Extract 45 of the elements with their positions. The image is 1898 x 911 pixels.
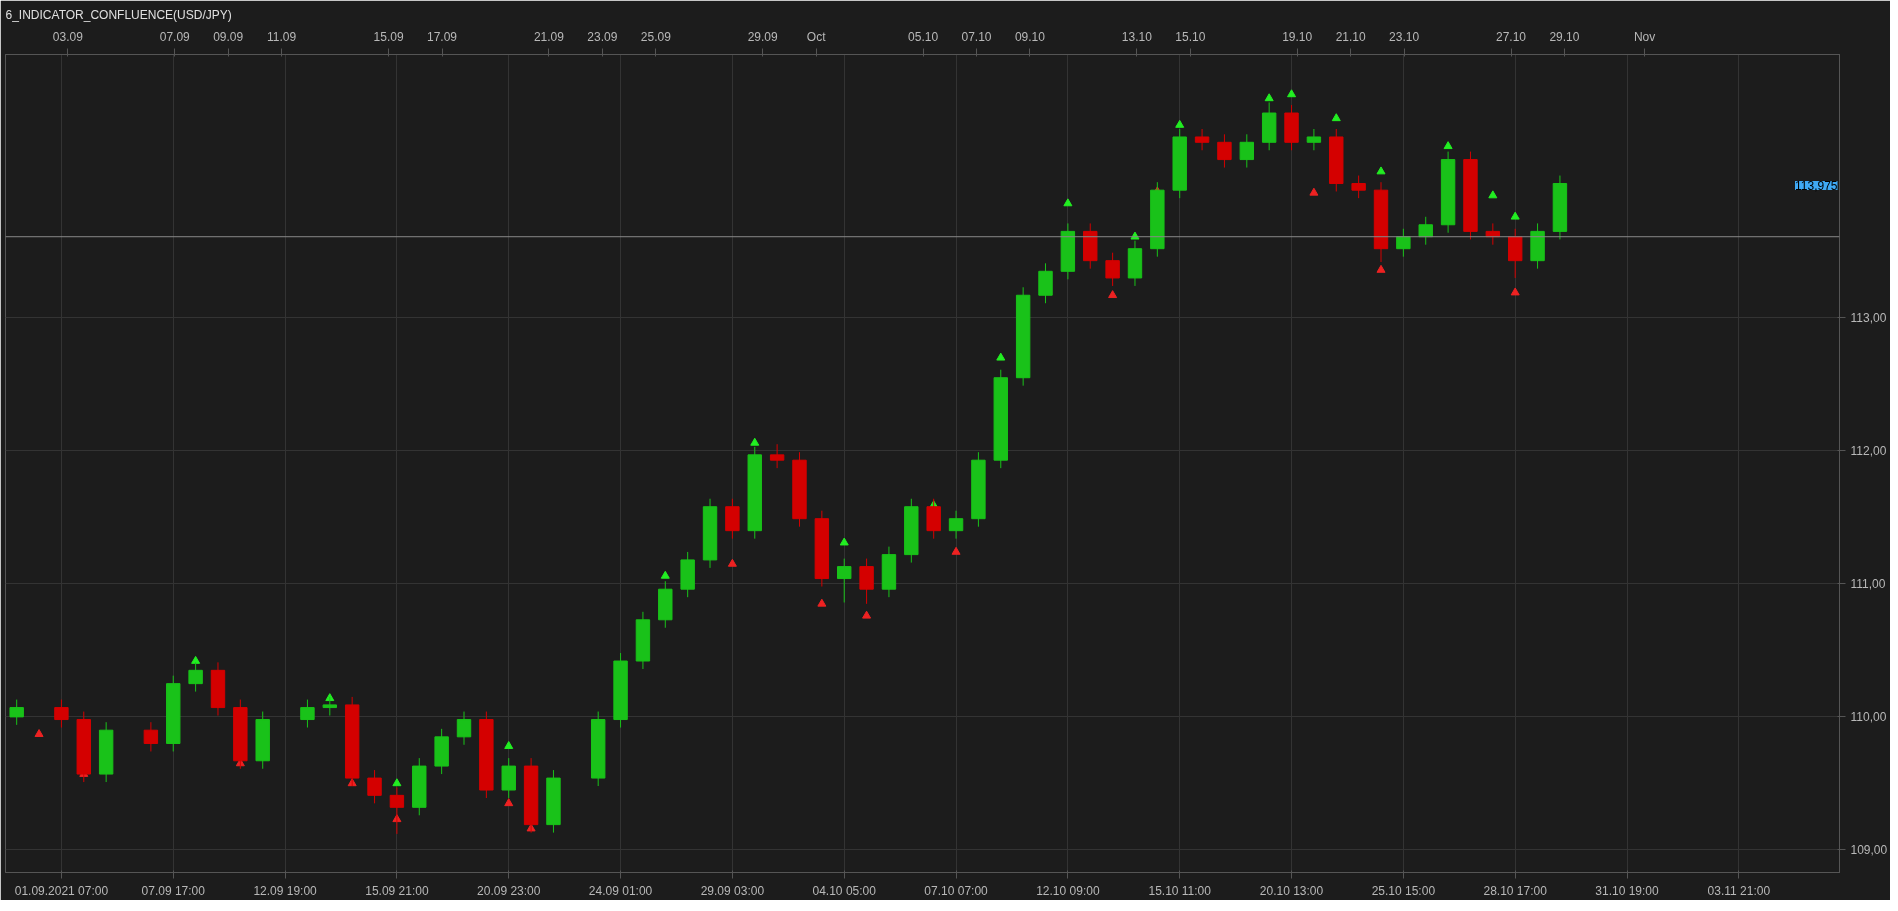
x2-tick-label: 23.09 [587,29,618,44]
x-tick-label: 20.10 13:00 [1259,883,1324,898]
x2-tick-label: Oct [806,29,827,44]
y-tick-label: 112,00 [1850,444,1887,459]
x2-tick-label: 25.09 [640,29,672,44]
x2-tick-label: 13.10 [1121,29,1153,44]
x-tick-label: 28.10 17:00 [1483,883,1548,898]
x-tick-label: 25.10 15:00 [1371,883,1436,898]
y-tick-label: 111,00 [1850,577,1886,592]
x2-tick-label: 09.09 [213,29,244,44]
x-tick-label: 29.09 03:00 [700,883,765,898]
y-tick-label: 113,00 [1850,311,1887,326]
x2-tick-label: 19.10 [1282,29,1313,44]
x-tick-label: 12.10 09:00 [1036,883,1100,898]
x2-tick-label: 09.10 [1014,29,1046,44]
x-tick-label: 04.10 05:00 [812,883,877,898]
x-tick-label: 24.09 01:00 [588,883,653,898]
x2-tick-label: 07.10 [961,29,992,44]
chart-title: 6_INDICATOR_CONFLUENCE(USD/JPY) [5,7,232,22]
x-tick-label: 12.09 19:00 [253,883,318,898]
x2-tick-label: Nov [1633,29,1656,44]
x-tick-label: 03.11 21:00 [1707,883,1771,898]
x2-tick-label: 27.10 [1495,29,1527,44]
y-tick-label: 110,00 [1850,710,1887,725]
x2-tick-label: 07.09 [159,29,191,44]
x2-tick-label: 17.09 [426,29,458,44]
x2-tick-label: 29.10 [1549,29,1580,44]
x2-tick-label: 21.10 [1335,29,1366,44]
x2-tick-label: 03.09 [52,29,84,44]
x2-tick-label: 21.09 [533,29,565,44]
x-tick-label: 15.09 21:00 [365,883,429,898]
x2-tick-label: 11.09 [267,29,297,44]
x-tick-label: 20.09 23:00 [477,883,541,898]
annotation: 113,975 [1795,178,1838,193]
x2-tick-label: 05.10 [908,29,939,44]
x-tick-label: 15.10 11:00 [1148,883,1212,898]
x2-tick-label: 23.10 [1389,29,1420,44]
x-tick-label: 01.09.2021 07:00 [14,883,109,898]
x2-tick-label: 15.09 [373,29,404,44]
x-tick-label: 07.09 17:00 [141,883,206,898]
x-tick-label: 31.10 19:00 [1595,883,1660,898]
x-tick-label: 07.10 07:00 [924,883,989,898]
y-tick-label: 109,00 [1850,843,1888,858]
x2-tick-label: 29.09 [747,29,779,44]
x2-tick-label: 15.10 [1175,29,1206,44]
